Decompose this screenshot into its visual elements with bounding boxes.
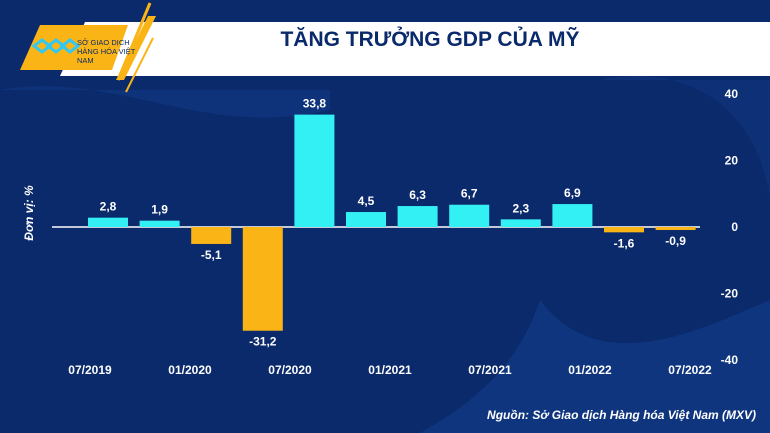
logo-icon — [31, 38, 81, 54]
data-label: -5,1 — [201, 248, 222, 262]
y-tick-label: 40 — [725, 87, 739, 101]
y-tick-label: -20 — [721, 287, 739, 301]
bar — [139, 220, 180, 227]
x-tick-label: 07/2022 — [668, 363, 712, 377]
bar — [346, 212, 386, 227]
data-label: -1,6 — [614, 236, 635, 250]
data-label: -31,2 — [249, 335, 277, 349]
y-tick-label: -40 — [721, 353, 739, 367]
y-tick-label: 20 — [725, 154, 739, 168]
bar — [242, 227, 283, 331]
x-tick-label: 01/2022 — [568, 363, 612, 377]
x-tick-label: 01/2020 — [168, 363, 212, 377]
data-label: 6,7 — [461, 187, 478, 201]
bar — [397, 206, 438, 227]
data-label: 1,9 — [151, 203, 168, 217]
bar — [88, 217, 128, 227]
bar — [449, 204, 490, 227]
bar — [552, 204, 593, 227]
data-label: 6,3 — [409, 188, 426, 202]
y-axis-label: Đơn vị: % — [22, 185, 36, 241]
y-tick-label: 0 — [731, 220, 738, 234]
bar — [500, 219, 541, 227]
x-tick-label: 07/2020 — [268, 363, 312, 377]
page-title: TĂNG TRƯỞNG GDP CỦA MỸ — [280, 28, 580, 51]
data-label: 2,3 — [512, 201, 529, 215]
data-label: 33,8 — [303, 97, 327, 111]
data-label: 6,9 — [564, 186, 581, 200]
source-note: Nguồn: Sở Giao dịch Hàng hóa Việt Nam (M… — [487, 408, 756, 422]
data-label: -0,9 — [665, 234, 686, 248]
bar — [655, 227, 696, 230]
x-tick-label: 01/2021 — [368, 363, 412, 377]
x-tick-label: 07/2021 — [468, 363, 512, 377]
bar — [191, 227, 232, 244]
bar — [294, 114, 335, 227]
data-label: 2,8 — [100, 200, 117, 214]
x-tick-label: 07/2019 — [68, 363, 112, 377]
data-label: 4,5 — [358, 194, 375, 208]
bar — [604, 227, 644, 233]
logo-text: SỞ GIAO DỊCH HÀNG HÓA VIỆT NAM — [77, 38, 136, 65]
